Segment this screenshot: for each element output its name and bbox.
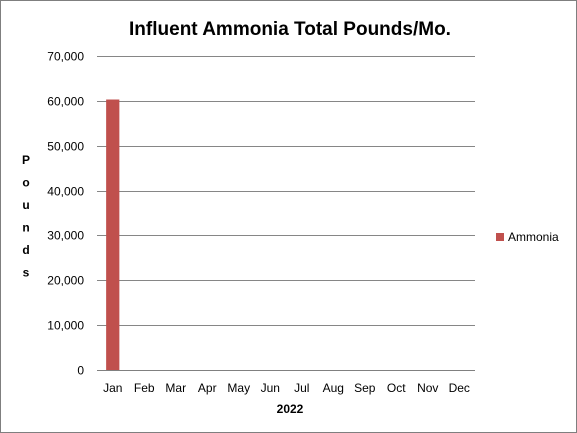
bars [106, 99, 120, 371]
x-axis-tick-labels: Jan Feb Mar Apr May Jun Jul Aug Sep Oct Nov Dec [103, 381, 470, 395]
y-tick-label: 60,000 [47, 95, 84, 109]
chart-title: Influent Ammonia Total Pounds/Mo. [129, 19, 451, 40]
y-tick-label: 50,000 [47, 140, 84, 154]
y-tick-label: 0 [77, 364, 84, 378]
legend: Ammonia [496, 230, 559, 244]
x-tick-label: May [227, 381, 250, 395]
y-axis-label-letter: d [22, 243, 29, 257]
x-tick-label: Oct [387, 381, 406, 395]
x-tick-label: Mar [165, 381, 186, 395]
x-tick-label: Aug [323, 381, 344, 395]
gridlines [97, 56, 475, 326]
legend-label: Ammonia [508, 230, 559, 244]
x-tick-label: Sep [354, 381, 376, 395]
x-tick-label: Apr [198, 381, 217, 395]
x-tick-label: Jun [261, 381, 280, 395]
y-tick-label: 40,000 [47, 185, 84, 199]
bar-jan [106, 99, 120, 371]
y-axis-tick-labels: 0 10,000 20,000 30,000 40,000 50,000 60,000 70,… [47, 50, 84, 378]
y-tick-label: 30,000 [47, 229, 84, 243]
x-tick-label: Jan [103, 381, 122, 395]
y-tick-label: 20,000 [47, 274, 84, 288]
x-tick-label: Jul [294, 381, 309, 395]
y-axis-label-letter: P [22, 153, 30, 167]
x-tick-label: Dec [449, 381, 470, 395]
y-axis-label-letter: s [23, 266, 30, 280]
y-axis-label-letter: n [22, 221, 29, 235]
y-axis-label: Pounds [22, 153, 30, 280]
y-axis-label-letter: u [22, 198, 29, 212]
x-axis-label: 2022 [277, 402, 304, 416]
y-tick-label: 70,000 [47, 50, 84, 64]
x-tick-label: Feb [134, 381, 155, 395]
y-tick-label: 10,000 [47, 319, 84, 333]
legend-swatch [496, 233, 504, 241]
x-tick-label: Nov [417, 381, 438, 395]
y-axis-label-letter: o [22, 176, 29, 190]
